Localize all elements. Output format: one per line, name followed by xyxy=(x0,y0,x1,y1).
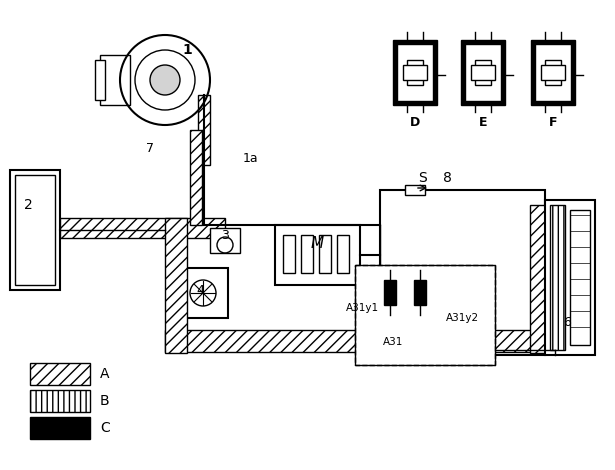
Text: D: D xyxy=(410,116,420,128)
Text: F: F xyxy=(549,116,557,128)
Bar xyxy=(535,44,571,101)
Text: 1: 1 xyxy=(182,43,192,57)
Bar xyxy=(210,228,240,253)
Bar xyxy=(541,65,565,80)
Text: A: A xyxy=(100,367,109,381)
Bar xyxy=(550,205,565,350)
Text: 4: 4 xyxy=(196,283,204,297)
Bar xyxy=(275,225,360,285)
Bar xyxy=(475,60,491,85)
Text: 6: 6 xyxy=(563,315,571,329)
Bar xyxy=(165,218,187,353)
Text: 1a: 1a xyxy=(242,151,258,164)
Text: 8: 8 xyxy=(443,171,451,185)
Bar xyxy=(100,55,130,105)
Bar xyxy=(545,200,595,355)
Text: M: M xyxy=(311,235,323,251)
Text: A31: A31 xyxy=(383,337,403,347)
Bar xyxy=(414,280,426,305)
Bar xyxy=(337,235,349,273)
Bar xyxy=(283,235,295,273)
Bar xyxy=(465,44,501,101)
Text: A31y1: A31y1 xyxy=(346,303,379,313)
Bar xyxy=(403,65,427,80)
Bar xyxy=(405,185,425,195)
Text: A31y2: A31y2 xyxy=(445,313,478,323)
Bar xyxy=(198,95,210,165)
Bar xyxy=(570,210,590,345)
Text: B: B xyxy=(100,394,109,408)
Text: 3: 3 xyxy=(221,228,229,242)
Bar xyxy=(95,60,105,100)
Text: 2: 2 xyxy=(23,198,33,212)
Bar xyxy=(530,205,552,353)
Text: S: S xyxy=(418,171,426,185)
Bar xyxy=(531,40,575,105)
Bar xyxy=(355,265,495,365)
Text: 7: 7 xyxy=(146,141,154,155)
Bar xyxy=(380,190,545,355)
Bar xyxy=(461,40,505,105)
Text: E: E xyxy=(478,116,487,128)
Bar xyxy=(30,363,90,385)
Bar xyxy=(10,170,60,290)
Circle shape xyxy=(150,65,180,95)
Bar xyxy=(165,330,565,352)
Bar xyxy=(178,268,228,318)
Text: C: C xyxy=(100,421,109,435)
Bar xyxy=(301,235,313,273)
Bar xyxy=(60,218,225,238)
Bar xyxy=(545,60,561,85)
Bar xyxy=(397,44,433,101)
Bar xyxy=(30,390,90,412)
Bar xyxy=(355,265,495,365)
Bar xyxy=(190,130,202,225)
Bar xyxy=(384,280,396,305)
Bar xyxy=(393,40,437,105)
Bar xyxy=(407,60,423,85)
Bar xyxy=(471,65,495,80)
Bar xyxy=(15,175,55,285)
Bar xyxy=(30,417,90,439)
Bar xyxy=(319,235,331,273)
